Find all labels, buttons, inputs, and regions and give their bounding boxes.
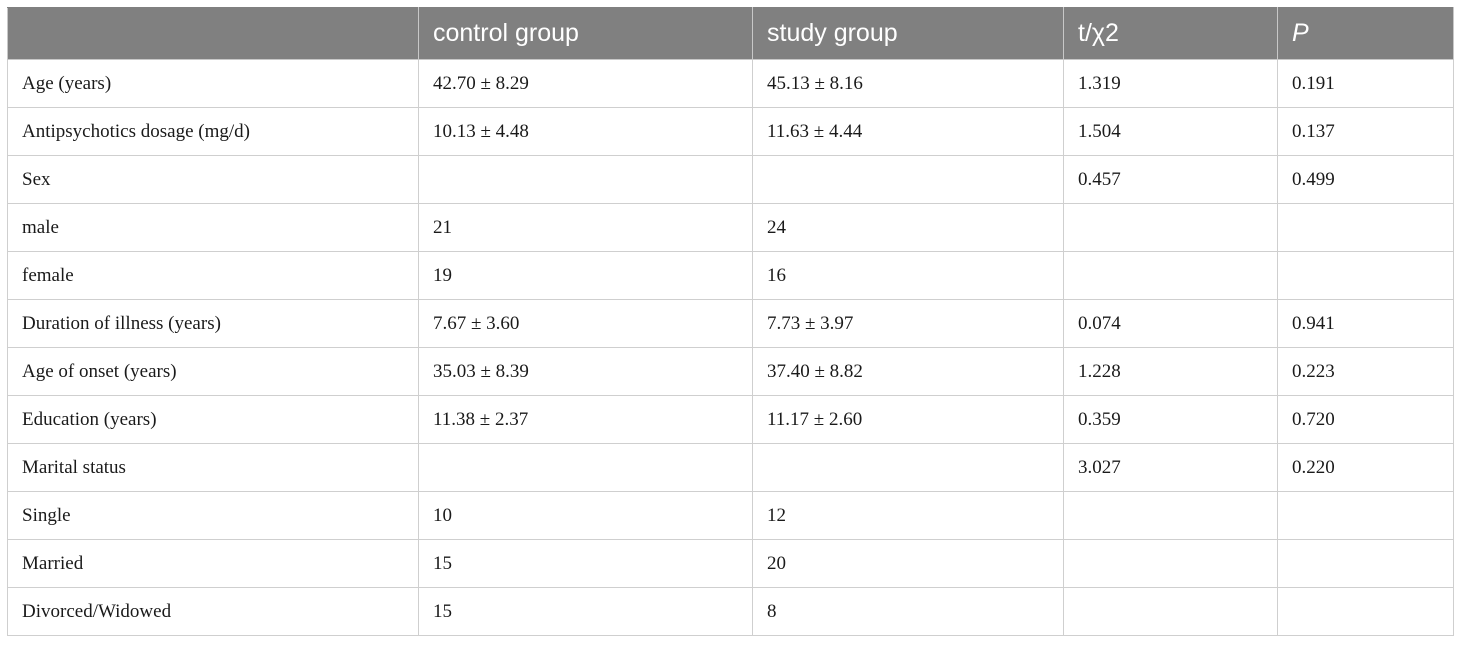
p-value-cell: 0.220 <box>1277 443 1454 492</box>
p-value-cell: 0.223 <box>1277 347 1454 396</box>
p-value-cell: 0.191 <box>1277 59 1454 108</box>
table-body: Age (years) 42.70 ± 8.29 45.13 ± 8.16 1.319… <box>7 59 1454 636</box>
variable-cell: Education (years) <box>7 395 419 444</box>
variable-cell: Marital status <box>7 443 419 492</box>
test-statistic-cell <box>1063 251 1278 300</box>
header-row: control group study group t/χ2 P <box>7 7 1454 60</box>
control-group-cell: 42.70 ± 8.29 <box>418 59 753 108</box>
header-cell-control-group: control group <box>418 7 753 60</box>
test-statistic-cell: 1.504 <box>1063 107 1278 156</box>
variable-cell: Duration of illness (years) <box>7 299 419 348</box>
control-group-cell: 10.13 ± 4.48 <box>418 107 753 156</box>
study-group-cell: 11.63 ± 4.44 <box>752 107 1064 156</box>
control-group-cell: 19 <box>418 251 753 300</box>
control-group-cell: 11.38 ± 2.37 <box>418 395 753 444</box>
variable-cell: male <box>7 203 419 252</box>
study-group-cell: 7.73 ± 3.97 <box>752 299 1064 348</box>
header-cell-variable <box>7 7 419 60</box>
p-value-cell <box>1277 539 1454 588</box>
variable-cell: Sex <box>7 155 419 204</box>
header-cell-study-group: study group <box>752 7 1064 60</box>
control-group-cell: 7.67 ± 3.60 <box>418 299 753 348</box>
variable-cell: Married <box>7 539 419 588</box>
variable-cell: female <box>7 251 419 300</box>
data-table: control group study group t/χ2 P Age (ye… <box>7 7 1454 636</box>
test-statistic-cell <box>1063 539 1278 588</box>
test-statistic-cell: 3.027 <box>1063 443 1278 492</box>
p-value-cell <box>1277 203 1454 252</box>
study-group-cell <box>752 155 1064 204</box>
table-row: Antipsychotics dosage (mg/d) 10.13 ± 4.48… <box>7 107 1454 156</box>
control-group-cell: 35.03 ± 8.39 <box>418 347 753 396</box>
table-row: Duration of illness (years) 7.67 ± 3.60 7.… <box>7 299 1454 348</box>
p-value-cell: 0.941 <box>1277 299 1454 348</box>
table-row: Age of onset (years) 35.03 ± 8.39 37.40 ± … <box>7 347 1454 396</box>
study-group-cell: 24 <box>752 203 1064 252</box>
control-group-cell <box>418 443 753 492</box>
p-value-cell <box>1277 491 1454 540</box>
study-group-cell: 11.17 ± 2.60 <box>752 395 1064 444</box>
variable-cell: Age (years) <box>7 59 419 108</box>
table-row: Divorced/Widowed 15 8 <box>7 587 1454 636</box>
variable-cell: Divorced/Widowed <box>7 587 419 636</box>
study-group-cell <box>752 443 1064 492</box>
control-group-cell: 15 <box>418 587 753 636</box>
p-value-cell: 0.720 <box>1277 395 1454 444</box>
test-statistic-cell: 1.319 <box>1063 59 1278 108</box>
study-group-cell: 12 <box>752 491 1064 540</box>
table-row: Sex 0.457 0.499 <box>7 155 1454 204</box>
header-cell-p-value: P <box>1277 7 1454 60</box>
test-statistic-cell: 0.359 <box>1063 395 1278 444</box>
study-group-cell: 37.40 ± 8.82 <box>752 347 1064 396</box>
variable-cell: Age of onset (years) <box>7 347 419 396</box>
table-row: Married 15 20 <box>7 539 1454 588</box>
control-group-cell: 10 <box>418 491 753 540</box>
p-value-cell <box>1277 587 1454 636</box>
p-value-cell <box>1277 251 1454 300</box>
study-group-cell: 16 <box>752 251 1064 300</box>
table-row: Marital status 3.027 0.220 <box>7 443 1454 492</box>
test-statistic-cell: 0.074 <box>1063 299 1278 348</box>
variable-cell: Single <box>7 491 419 540</box>
table-row: Single 10 12 <box>7 491 1454 540</box>
table-row: Age (years) 42.70 ± 8.29 45.13 ± 8.16 1.319… <box>7 59 1454 108</box>
table-row: female 19 16 <box>7 251 1454 300</box>
study-group-cell: 20 <box>752 539 1064 588</box>
header-cell-test-statistic: t/χ2 <box>1063 7 1278 60</box>
control-group-cell <box>418 155 753 204</box>
study-group-cell: 45.13 ± 8.16 <box>752 59 1064 108</box>
test-statistic-cell: 1.228 <box>1063 347 1278 396</box>
test-statistic-cell <box>1063 203 1278 252</box>
table-row: Education (years) 11.38 ± 2.37 11.17 ± 2.6… <box>7 395 1454 444</box>
control-group-cell: 15 <box>418 539 753 588</box>
table-header: control group study group t/χ2 P <box>7 7 1454 60</box>
variable-cell: Antipsychotics dosage (mg/d) <box>7 107 419 156</box>
test-statistic-cell <box>1063 587 1278 636</box>
table-row: male 21 24 <box>7 203 1454 252</box>
study-group-cell: 8 <box>752 587 1064 636</box>
p-value-cell: 0.137 <box>1277 107 1454 156</box>
test-statistic-cell: 0.457 <box>1063 155 1278 204</box>
control-group-cell: 21 <box>418 203 753 252</box>
p-value-cell: 0.499 <box>1277 155 1454 204</box>
test-statistic-cell <box>1063 491 1278 540</box>
